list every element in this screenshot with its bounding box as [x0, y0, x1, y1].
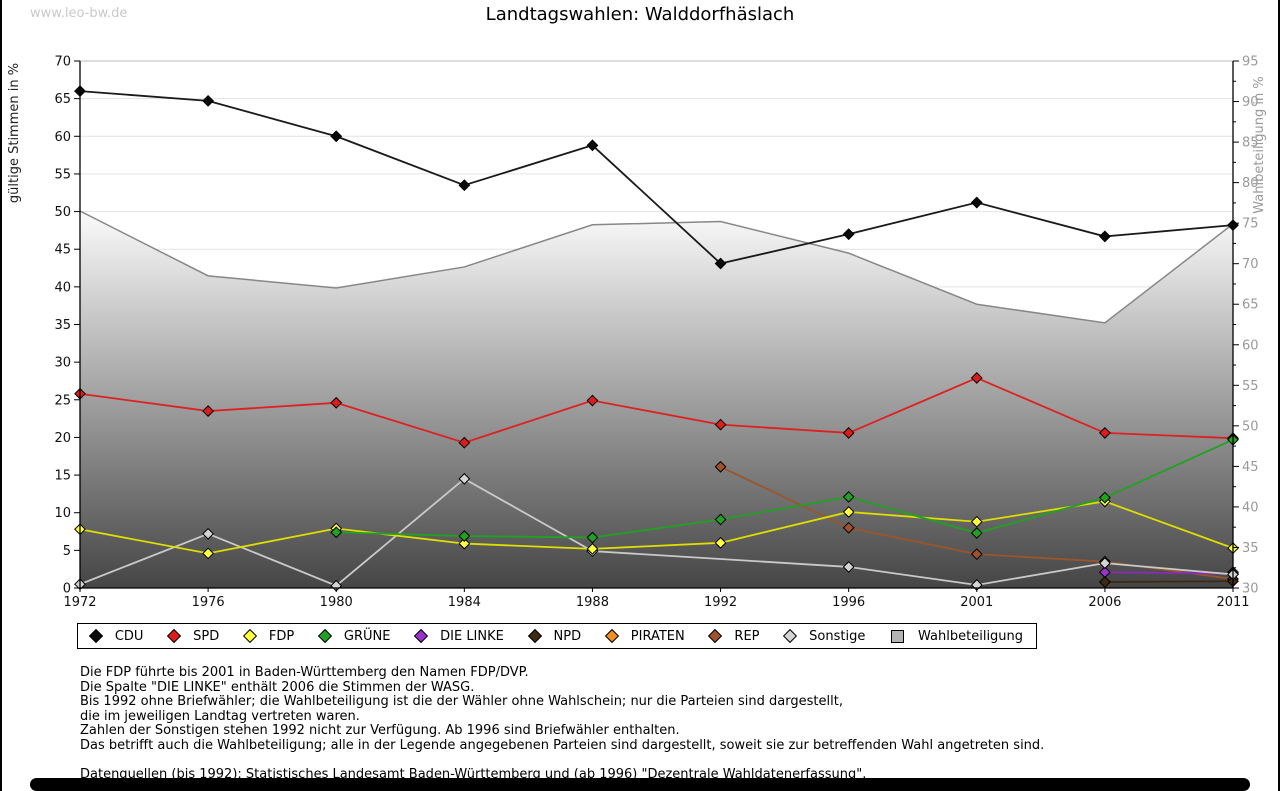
svg-text:1980: 1980 — [320, 595, 353, 610]
legend-label: DIE LINKE — [440, 628, 504, 644]
svg-text:0: 0 — [63, 582, 71, 597]
legend-label: Wahlbeteiligung — [918, 628, 1024, 644]
legend-item-npd: NPD — [527, 628, 582, 644]
svg-text:65: 65 — [54, 92, 71, 107]
svg-text:1976: 1976 — [192, 595, 225, 610]
svg-text:70: 70 — [1242, 257, 1259, 272]
svg-text:35: 35 — [1242, 541, 1259, 556]
watermark: www.leo-bw.de — [30, 6, 128, 21]
legend-item-sonstige: Sonstige — [783, 628, 866, 644]
svg-text:75: 75 — [1242, 217, 1259, 232]
svg-text:40: 40 — [1242, 500, 1259, 515]
legend-item-die-linke: DIE LINKE — [414, 628, 504, 644]
legend-label: NPD — [553, 628, 582, 644]
svg-text:2006: 2006 — [1088, 595, 1121, 610]
legend-item-cdu: CDU — [88, 628, 144, 644]
legend-item-spd: SPD — [167, 628, 220, 644]
series-gruene — [330, 433, 1239, 544]
svg-text:2011: 2011 — [1216, 595, 1249, 610]
svg-text:80: 80 — [1242, 176, 1259, 191]
footnote-line: Die FDP führte bis 2001 in Baden-Württem… — [80, 665, 529, 680]
bottom-bar — [30, 778, 1250, 791]
right-axis: 30 35 40 45 50 55 60 65 70 75 80 85 90 95 — [1233, 55, 1259, 597]
svg-text:1972: 1972 — [63, 595, 96, 610]
svg-text:55: 55 — [1242, 379, 1259, 394]
svg-text:5: 5 — [63, 544, 71, 559]
turnout-outline — [79, 210, 1234, 324]
turnout-area — [80, 210, 1233, 588]
legend-diamond-icon — [242, 628, 257, 644]
svg-text:85: 85 — [1242, 136, 1259, 151]
svg-text:60: 60 — [54, 130, 71, 145]
legend-label: SPD — [193, 628, 220, 644]
footnote-line: Bis 1992 ohne Briefwähler; die Wahlbetei… — [80, 694, 843, 709]
series-layer — [74, 85, 1239, 592]
right-axis-title: Wahlbeteiligung in % — [1252, 76, 1267, 213]
legend-diamond-icon — [783, 628, 798, 644]
svg-text:30: 30 — [54, 356, 71, 371]
legend-label: CDU — [114, 628, 144, 644]
svg-text:1988: 1988 — [576, 595, 609, 610]
svg-text:1992: 1992 — [704, 595, 737, 610]
legend-item-wahlbeteiligung: Wahlbeteiligung — [891, 629, 1023, 644]
legend-diamond-icon — [604, 628, 619, 644]
left-axis: 0 5 10 15 20 25 30 35 40 45 50 55 60 65 70 — [54, 55, 80, 597]
legend-diamond-icon — [167, 628, 182, 644]
footnote-line: Das betrifft auch die Wahlbeteiligung; a… — [80, 737, 1045, 753]
page-title: Landtagswahlen: Walddorfhäslach — [485, 4, 795, 25]
legend-label: PIRATEN — [630, 628, 685, 644]
legend-label: FDP — [268, 628, 295, 644]
legend: CDU SPD FDP GRÜNE DIE LINKE NPD PIRATEN REP Sons… — [77, 623, 1037, 649]
legend-item-gruene: GRÜNE — [317, 628, 391, 644]
svg-text:70: 70 — [54, 55, 71, 70]
svg-text:15: 15 — [54, 469, 71, 484]
legend-label: GRÜNE — [343, 628, 391, 644]
svg-text:90: 90 — [1242, 95, 1259, 110]
footnote-line: die im jeweiligen Landtag vertreten ware… — [80, 708, 360, 724]
legend-item-fdp: FDP — [242, 628, 295, 644]
legend-square-icon — [891, 629, 905, 643]
line-chart: 0 5 10 15 20 25 30 35 40 45 50 55 60 65 70 30 35 40 45 50 55… — [7, 55, 1267, 611]
x-axis: 1972 1976 1980 1984 1988 1992 1996 2001 2006 2011 — [63, 588, 1250, 610]
footnotes: Die FDP führte bis 2001 in Baden-Württem… — [80, 665, 1045, 783]
svg-text:10: 10 — [54, 506, 71, 521]
legend-diamond-icon — [414, 628, 429, 644]
svg-text:60: 60 — [1242, 338, 1259, 353]
legend-diamond-icon — [708, 628, 723, 644]
legend-diamond-icon — [317, 628, 332, 644]
svg-text:55: 55 — [54, 167, 71, 182]
series-npd — [1098, 575, 1239, 588]
footnote-line: Zahlen der Sonstigen stehen 1992 nicht z… — [80, 723, 680, 738]
svg-text:1984: 1984 — [448, 595, 481, 610]
footnote-line: Die Spalte "DIE LINKE" enthält 2006 die … — [80, 679, 475, 695]
svg-text:40: 40 — [54, 280, 71, 295]
legend-diamond-icon — [88, 628, 103, 644]
legend-label: Sonstige — [809, 628, 866, 644]
left-axis-title: gültige Stimmen in % — [7, 63, 22, 203]
svg-text:65: 65 — [1242, 298, 1259, 313]
legend-item-piraten: PIRATEN — [604, 628, 685, 644]
svg-text:45: 45 — [54, 243, 71, 258]
legend-item-rep: REP — [708, 628, 760, 644]
legend-label: REP — [734, 628, 760, 644]
legend-diamond-icon — [527, 628, 542, 644]
svg-text:50: 50 — [1242, 419, 1259, 434]
svg-text:50: 50 — [54, 205, 71, 220]
svg-text:35: 35 — [54, 318, 71, 333]
svg-text:95: 95 — [1242, 55, 1259, 70]
svg-text:45: 45 — [1242, 460, 1259, 475]
svg-text:2001: 2001 — [960, 595, 993, 610]
svg-text:25: 25 — [54, 393, 71, 408]
svg-text:30: 30 — [1242, 582, 1259, 597]
svg-text:1996: 1996 — [832, 595, 865, 610]
svg-text:20: 20 — [54, 431, 71, 446]
